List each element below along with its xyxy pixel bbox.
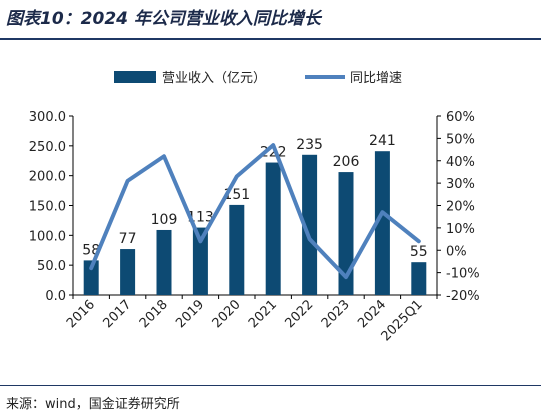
revenue-bar [411,262,427,295]
footer-divider [0,385,541,386]
revenue-bar [302,154,318,295]
x-tick-label: 2020 [210,297,244,331]
x-tick-label: 2023 [319,297,353,331]
growth-line [89,143,421,280]
left-tick-label: 100.0 [29,229,66,244]
source-note: 来源：wind，国金证券研究所 [6,397,180,412]
x-tick-label: 2021 [246,297,280,331]
legend-label-revenue: 营业收入（亿元） [162,71,266,86]
x-tick-label: 2017 [100,297,134,331]
x-tick-label: 2016 [64,297,98,331]
right-tick-label: 10% [446,222,475,237]
right-tick-label: 50% [446,132,475,147]
right-tick-label: 20% [446,200,475,215]
right-tick-label: -10% [446,267,480,282]
revenue-bar [338,172,354,295]
left-tick-label: 150.0 [29,200,66,215]
legend-label-growth: 同比增速 [350,71,402,86]
x-tick-label: 2019 [173,297,207,331]
revenue-data-label: 235 [296,137,323,153]
revenue-data-label: 241 [369,133,396,149]
revenue-data-label: 109 [151,212,178,228]
revenue-data-label: 77 [119,231,137,247]
revenue-bar [374,151,390,295]
x-tick-label: 2018 [137,297,171,331]
x-tick-label: 2024 [355,297,389,331]
right-tick-label: 60% [446,110,475,125]
chart-title: 图表10：2024 年公司营业收入同比增长 [6,9,321,29]
left-tick-label: 300.0 [29,110,66,125]
right-tick-label: 30% [446,177,475,192]
legend-swatch-revenue [114,71,156,83]
revenue-bar [83,260,99,295]
revenue-bar [265,162,281,295]
title-divider [0,38,541,40]
revenue-data-label: 206 [333,154,360,170]
x-tick-label: 2022 [282,297,316,331]
revenue-bar [156,229,172,295]
right-tick-label: -20% [446,289,480,304]
bar-line-chart: 0.0 50.0 100.0 150.0 200.0 250.0 300.0 -20% -10%… [29,71,480,344]
right-tick-label: 40% [446,155,475,170]
left-tick-label: 0.0 [45,289,66,304]
left-tick-label: 50.0 [37,259,66,274]
revenue-bar [120,249,136,295]
right-tick-label: 0% [446,244,467,259]
revenue-bar [192,227,208,295]
revenue-bar [229,204,245,295]
left-tick-label: 200.0 [29,170,66,185]
revenue-data-label: 55 [410,244,428,260]
left-tick-label: 250.0 [29,140,66,155]
